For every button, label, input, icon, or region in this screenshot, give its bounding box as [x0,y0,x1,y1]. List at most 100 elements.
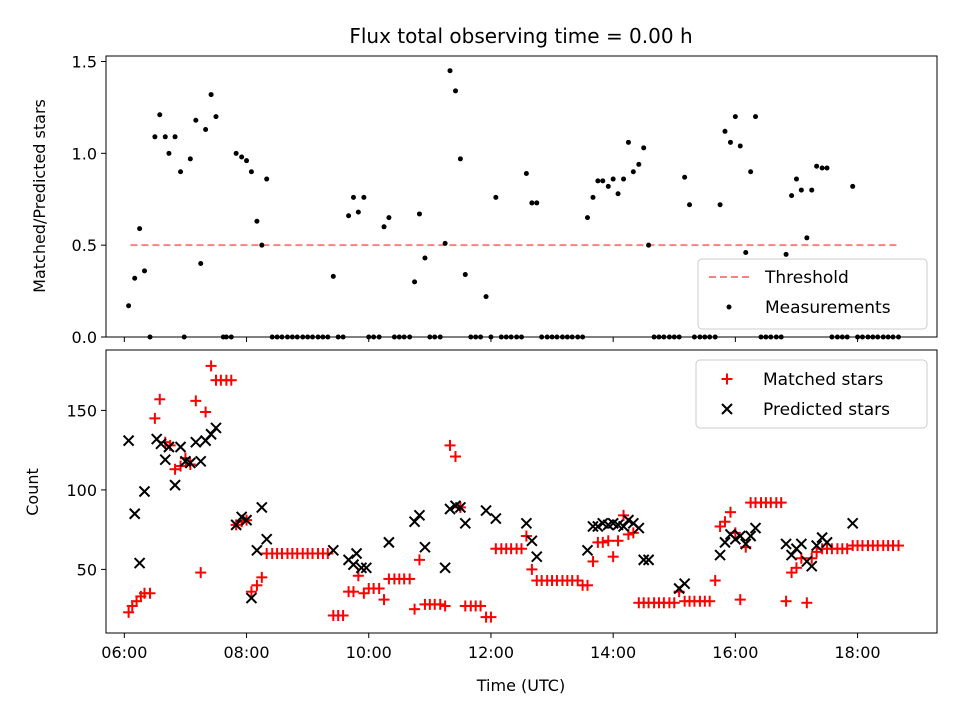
matched-star-point [256,571,268,583]
matched-stars-legend-marker [721,373,733,385]
top-y-tick-label: 0.5 [72,236,97,255]
matched-star-point [734,594,746,606]
predicted-star-point [350,547,363,560]
predicted-star-point [184,457,197,469]
measurement-point [346,213,352,219]
measurement-point [162,134,168,140]
matched-star-point [475,600,487,612]
measurement-point [386,215,392,221]
matched-star-point [409,603,421,615]
predicted-star-point [637,554,650,566]
measurement-point [152,134,158,140]
matched-star-point [190,395,202,407]
matched-star-point [149,412,161,424]
predicted-star-point [454,501,467,514]
x-tick-label: 18:00 [835,643,881,662]
measurement-point [208,92,214,98]
top-y-tick-label: 1.5 [72,53,97,72]
matched-star-point [581,579,593,591]
threshold-legend-label: Threshold [764,268,849,288]
bottom-y-tick-label: 150 [66,401,97,420]
matched-stars-legend-label: Matched stars [763,370,883,390]
predicted-stars-legend-label: Predicted stars [763,400,890,420]
measurement-point [254,218,260,224]
matched-star-point [123,606,135,618]
measurement-point [809,187,815,193]
measurement-point [126,303,132,309]
measurement-point [213,114,219,120]
predicted-star-point [419,541,431,553]
predicted-star-point [245,592,258,604]
measurement-point [621,176,627,182]
measurement-point [330,273,336,279]
matched-star-point [347,586,359,598]
predicted-star-point [327,544,340,557]
matched-star-point [184,458,196,470]
measurement-point [187,156,193,162]
measurement-point [636,161,642,167]
measurement-point [137,226,143,232]
matched-star-point [786,567,798,579]
measurement-point [193,117,199,123]
measurement-point [814,163,820,169]
measurement-point [178,169,184,175]
matched-star-point [439,600,451,612]
measurement-point [447,68,453,74]
matched-stars-legend-swatch [721,373,733,385]
predicted-star-point [240,514,253,526]
predicted-star-point [714,549,726,561]
measurement-point [590,194,596,200]
measurement-point [605,183,611,189]
predicted-star-point [251,544,263,557]
matched-star-point [154,393,166,405]
x-tick-label: 06:00 [101,643,147,662]
predicted-star-point [617,520,630,533]
predicted-star-point [480,504,492,517]
measurement-point [172,134,178,140]
predicted-star-point [260,533,273,545]
measurement-point [753,114,759,120]
matched-star-point [373,582,385,594]
predicted-star-point [383,536,395,549]
top-axes: 0.0 0.5 1.0 1.5 Matched/Predicted stars Thr… [30,53,938,347]
bottom-legend-box [695,359,928,429]
bottom-axes: 50 100 150 06:00 08:00 10:00 12:00 14:00 16:00 1… [23,349,938,695]
matched-star-point [714,520,726,532]
measurement-point [687,202,693,208]
matched-star-point [434,598,446,610]
matched-star-point [627,527,639,539]
matched-star-point [358,587,370,599]
measurement-point [615,191,621,197]
predicted-star-point [174,441,187,453]
predicted-star-point [740,538,752,550]
predicted-star-point [444,503,456,515]
measurement-point [646,242,652,248]
measurement-point [259,242,265,248]
matched-star-point [200,406,212,418]
predicted-star-point [846,517,859,530]
predicted-star-point [744,530,757,542]
matched-star-point [526,563,538,575]
predicted-star-point [490,512,502,525]
measurement-point [793,176,799,182]
measurement-point [737,143,743,149]
predicted-star-point [163,441,175,453]
predicted-star-point [795,538,808,550]
predicted-star-point [531,550,543,563]
matched-star-point [450,451,462,463]
matched-star-point [516,543,527,555]
matched-star-point [597,536,609,548]
measurement-point [748,169,754,175]
measurement-point [355,209,361,215]
x-axis-label: Time (UTC) [476,676,565,695]
measurement-point [493,194,499,200]
measurement-point [141,268,147,274]
predicted-star-point [138,485,151,498]
measurement-point [264,176,270,182]
x-tick-label: 10:00 [346,643,392,662]
matched-star-point [572,575,584,587]
predicted-star-point [821,536,833,549]
measurement-point [717,202,723,208]
measurement-point [350,194,356,200]
measurement-point [203,126,209,132]
